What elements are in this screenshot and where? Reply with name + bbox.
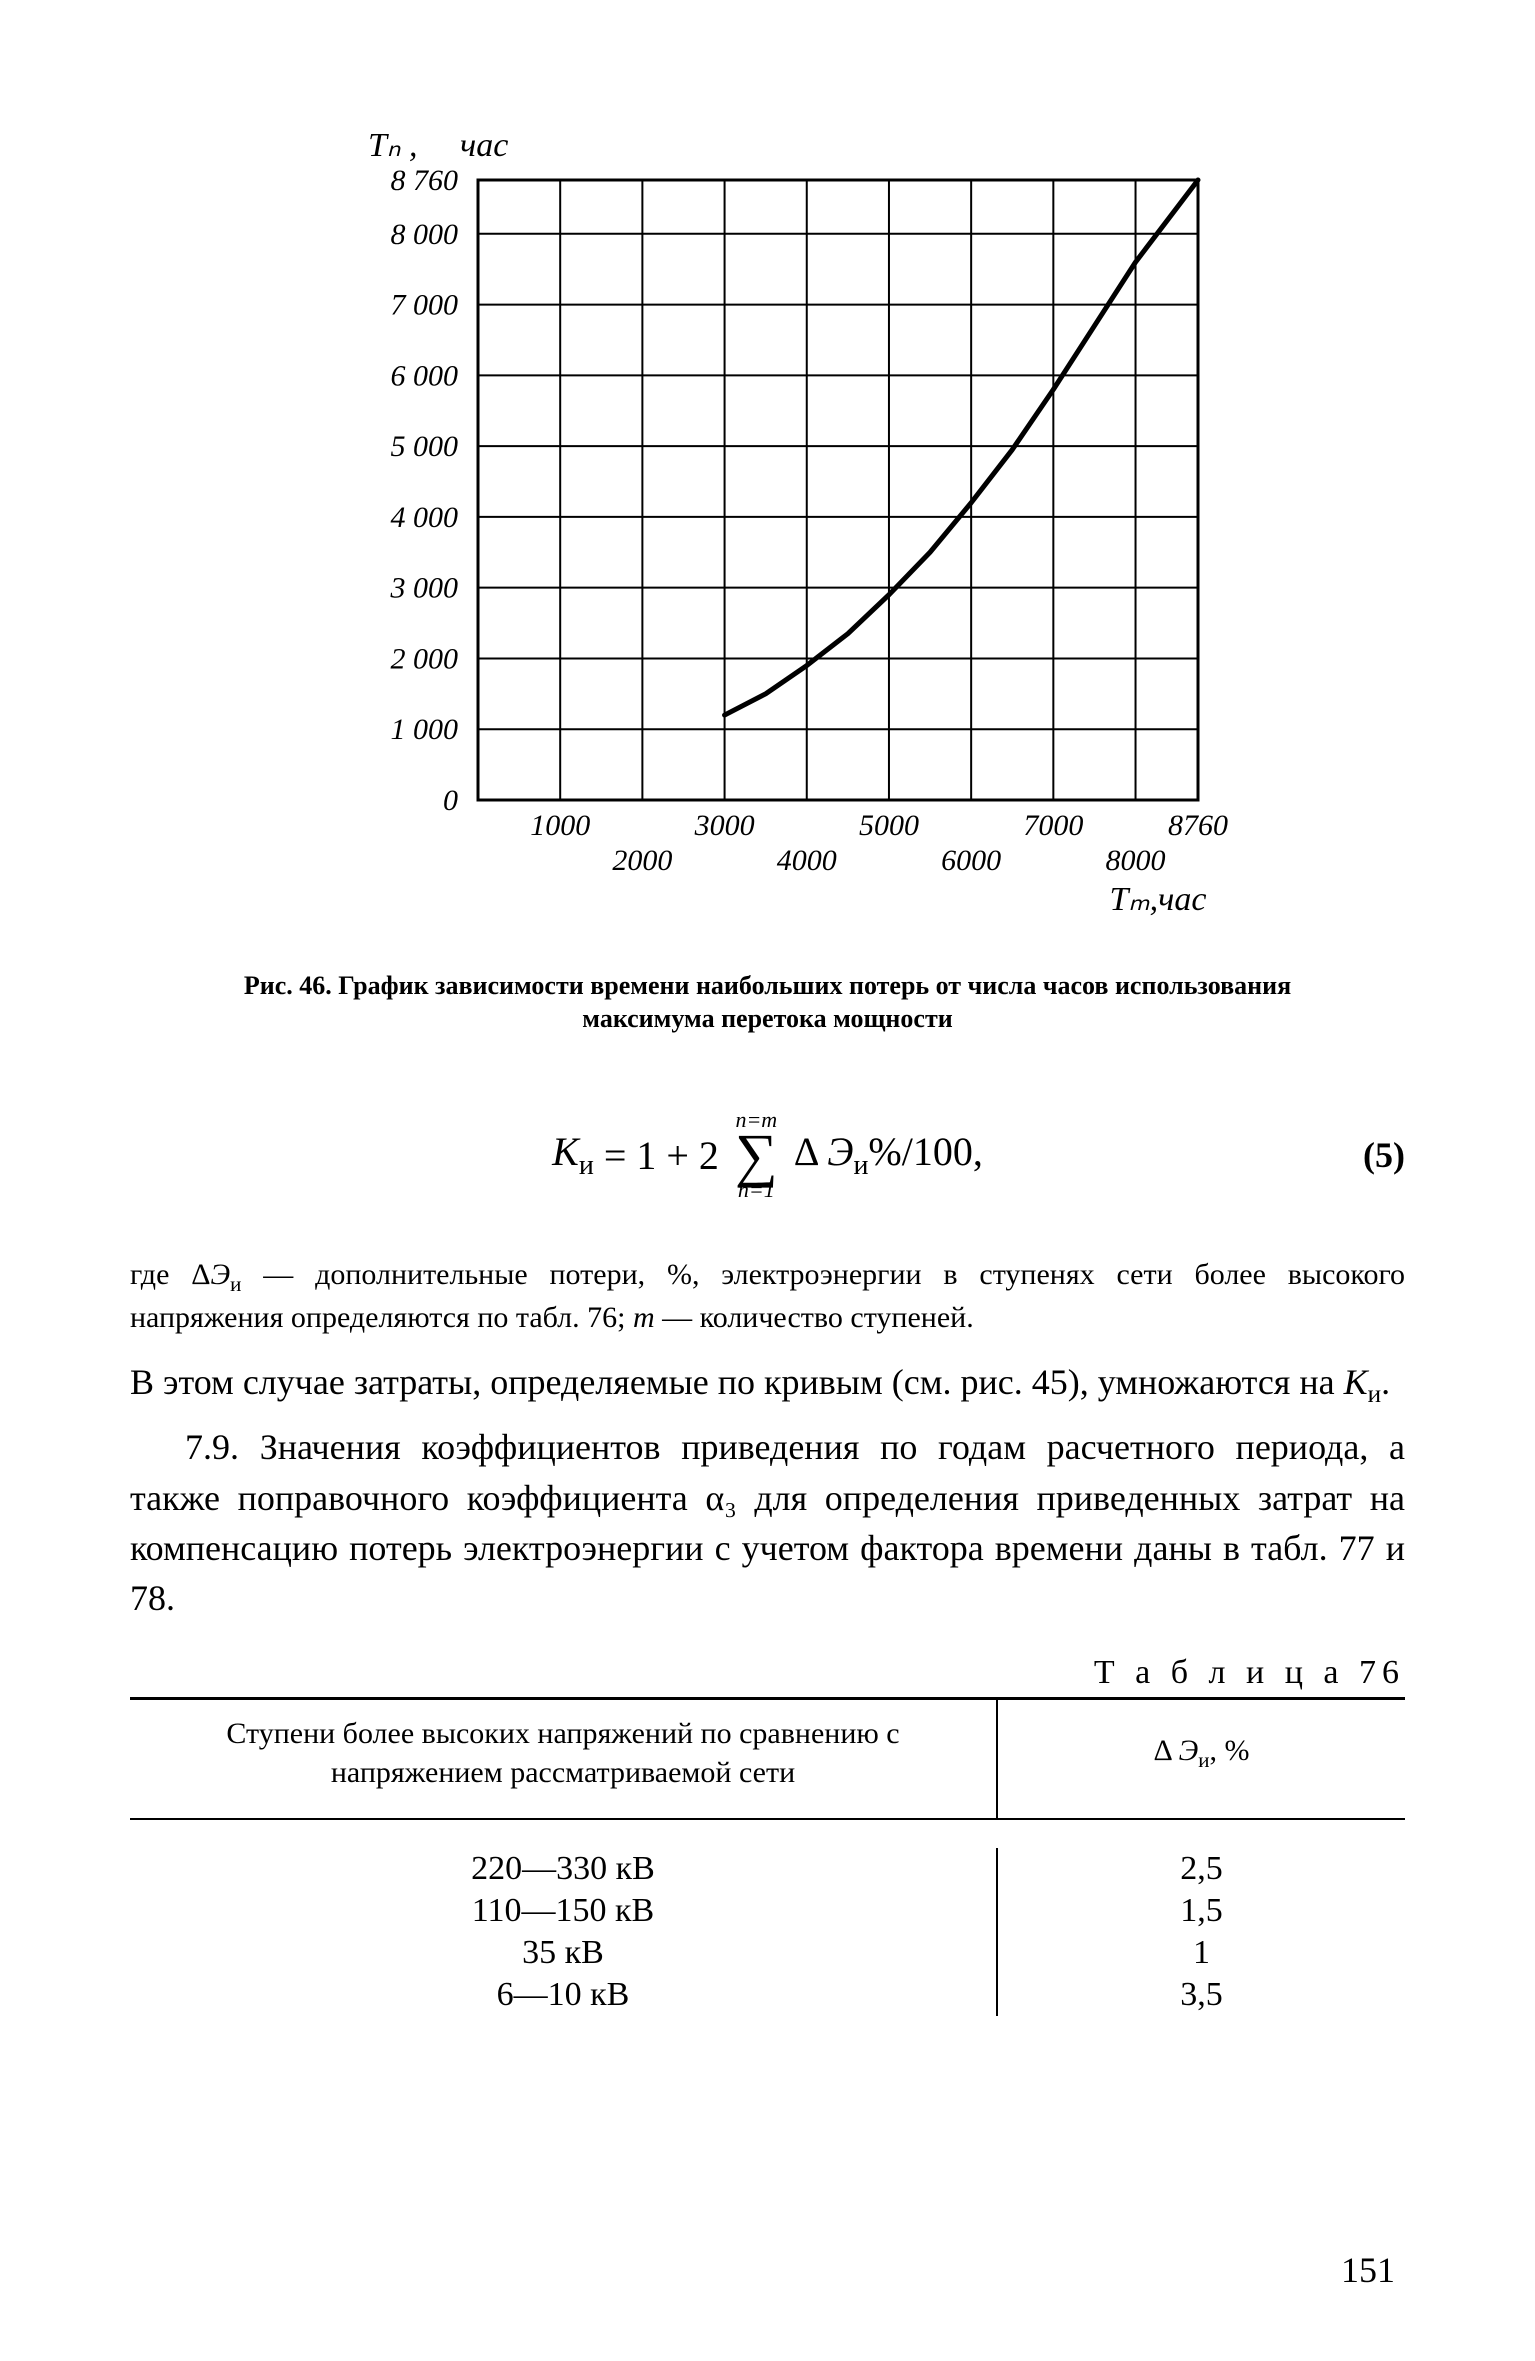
svg-text:3000: 3000: [693, 809, 754, 842]
svg-text:4000: 4000: [776, 844, 836, 877]
sigma-block: n=m ∑ n=1: [735, 1109, 778, 1201]
figure-caption: Рис. 46. График зависимости времени наиб…: [218, 970, 1318, 1035]
svg-text:2 000: 2 000: [390, 642, 458, 675]
table-rule-mid: [130, 1818, 1405, 1820]
table-cell-right: 1: [997, 1932, 1405, 1974]
svg-text:5 000: 5 000: [390, 430, 458, 463]
svg-text:час: час: [460, 127, 508, 164]
equation-number: (5): [1363, 1134, 1405, 1176]
equation-row: Kи = 1 + 2 n=m ∑ n=1 Δ Эи%/100, (5): [130, 1085, 1405, 1225]
table-header-row: Ступени более высоких напряжений по срав…: [130, 1700, 1405, 1818]
table-cell-right: 3,5: [997, 1974, 1405, 2016]
svg-text:3 000: 3 000: [389, 572, 458, 605]
eq-lhs: Kи: [552, 1128, 594, 1182]
table-cell-right: 2,5: [997, 1848, 1405, 1890]
table-title: Т а б л и ц а 76: [130, 1654, 1405, 1692]
svg-text:1 000: 1 000: [390, 713, 458, 746]
svg-text:4 000: 4 000: [390, 501, 458, 534]
page: 8 760 8 000 7 000 6 000 5 000 4 000 3 000 2 000…: [0, 0, 1535, 2361]
svg-text:6000: 6000: [941, 844, 1001, 877]
table-row: 220—330 кВ2,5: [130, 1848, 1405, 1890]
svg-text:8 000: 8 000: [390, 218, 458, 251]
chart-container: 8 760 8 000 7 000 6 000 5 000 4 000 3 000 2 000…: [130, 110, 1405, 940]
svg-text:8 760: 8 760: [390, 164, 458, 197]
svg-text:1000: 1000: [530, 809, 590, 842]
svg-text:7000: 7000: [1023, 809, 1083, 842]
table-header-left: Ступени более высоких напряжений по срав…: [130, 1700, 997, 1818]
svg-text:Tₘ,час: Tₘ,час: [1109, 881, 1206, 918]
chart: 8 760 8 000 7 000 6 000 5 000 4 000 3 000 2 000…: [268, 110, 1268, 940]
table-cell-left: 220—330 кВ: [130, 1848, 997, 1890]
table-cell-left: 110—150 кВ: [130, 1890, 997, 1932]
svg-text:0: 0: [443, 784, 458, 817]
equation: Kи = 1 + 2 n=m ∑ n=1 Δ Эи%/100,: [552, 1109, 983, 1201]
page-number: 151: [1341, 2249, 1395, 2291]
sigma-bottom: n=1: [738, 1179, 775, 1201]
paragraph-2: 7.9. Значения коэффициентов приведения п…: [130, 1422, 1405, 1624]
definition-paragraph: где ΔЭи — дополнительные потери, %, элек…: [130, 1255, 1405, 1339]
paragraph-1: В этом случае затраты, определяемые по к…: [130, 1357, 1405, 1412]
table-row: 110—150 кВ1,5: [130, 1890, 1405, 1932]
table-row: 35 кВ1: [130, 1932, 1405, 1974]
sigma-symbol: ∑: [735, 1131, 778, 1179]
table-76: Ступени более высоких напряжений по срав…: [130, 1700, 1405, 1818]
svg-text:8000: 8000: [1105, 844, 1165, 877]
table-cell-right: 1,5: [997, 1890, 1405, 1932]
svg-text:Tₙ ,: Tₙ ,: [368, 127, 417, 164]
table-header-right: Δ Эи, %: [997, 1700, 1405, 1818]
eq-middle: = 1 + 2: [604, 1132, 719, 1179]
svg-text:8760: 8760: [1168, 809, 1228, 842]
svg-text:2000: 2000: [612, 844, 672, 877]
table-76-body: 220—330 кВ2,5110—150 кВ1,535 кВ16—10 кВ3…: [130, 1848, 1405, 2016]
table-cell-left: 6—10 кВ: [130, 1974, 997, 2016]
table-cell-left: 35 кВ: [130, 1932, 997, 1974]
svg-text:6 000: 6 000: [390, 359, 458, 392]
svg-text:7 000: 7 000: [390, 289, 458, 322]
table-row: 6—10 кВ3,5: [130, 1974, 1405, 2016]
eq-rhs: Δ Эи%/100,: [794, 1128, 983, 1182]
svg-text:5000: 5000: [858, 809, 918, 842]
